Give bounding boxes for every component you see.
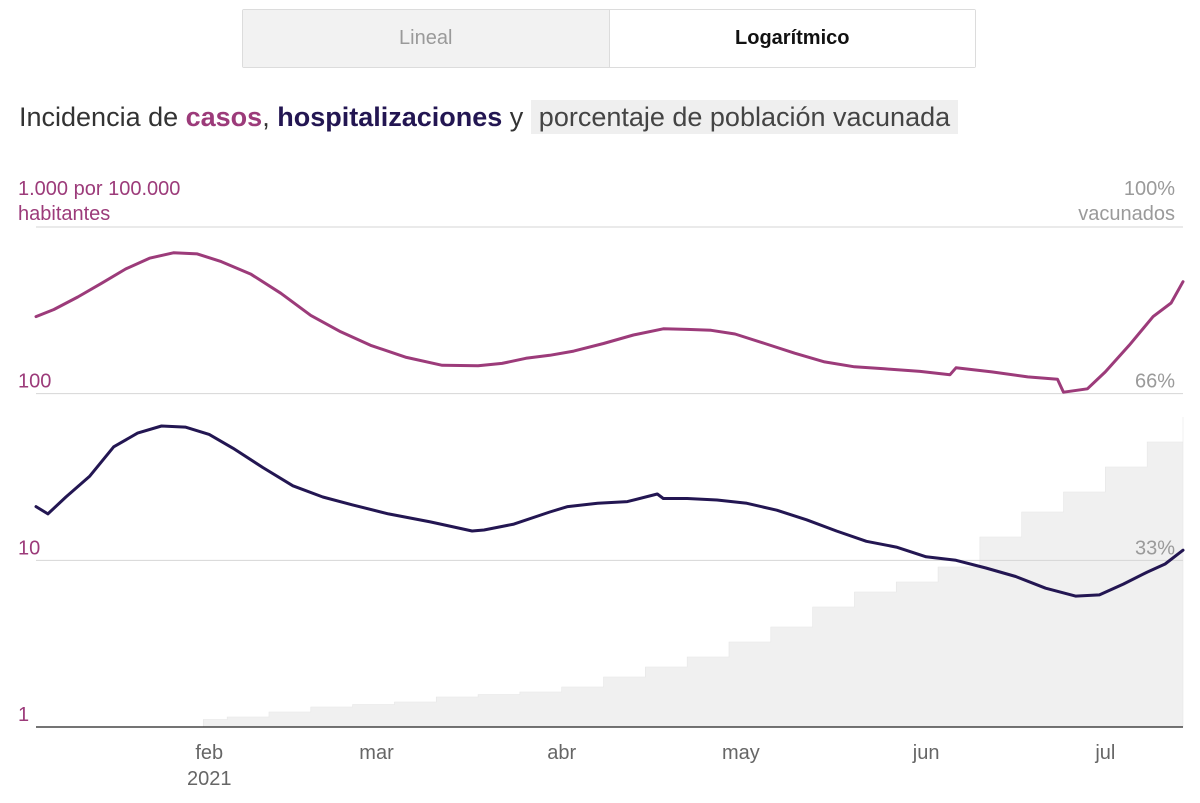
title-prefix: Incidencia de (19, 102, 186, 132)
grid-lines (36, 226, 1183, 728)
title-hospitalizaciones: hospitalizaciones (277, 102, 503, 132)
x-tick-label: mar (359, 742, 394, 764)
y-tick-label: 1 (18, 704, 29, 726)
y-tick-label-units: habitantes (18, 203, 110, 225)
x-tick-label: may (722, 742, 760, 764)
incidence-chart: 1.000 por 100.000 habitantes 100 10 1 100% vac… (18, 178, 1185, 790)
lineal-button[interactable]: Lineal (243, 10, 610, 67)
title-vacunada: porcentaje de población vacunada (530, 100, 959, 134)
series-line-hospitalizaciones (34, 424, 1185, 598)
y-tick-label: 10 (18, 537, 40, 559)
y2-tick-label: 33% (1135, 537, 1175, 559)
logarithmic-button[interactable]: Logarítmico (609, 10, 975, 67)
series-lines (34, 251, 1185, 598)
x-tick-label: feb (195, 742, 223, 764)
y2-tick-label-units: vacunados (1078, 203, 1175, 225)
y2-tick-label: 100% (1124, 178, 1175, 200)
x-tick-label: jul (1094, 742, 1115, 764)
axis-labels: 1.000 por 100.000 habitantes 100 10 1 100% vac… (18, 178, 1175, 790)
scale-toggle: Lineal Logarítmico (242, 9, 976, 68)
vaccination-area-path (36, 417, 1184, 728)
y-tick-label: 1.000 por 100.000 (18, 178, 180, 200)
vaccination-area (36, 417, 1184, 728)
title-casos: casos (185, 102, 263, 132)
x-tick-label: jun (912, 742, 940, 764)
x-tick-label-year: 2021 (187, 768, 232, 790)
y-tick-label: 100 (18, 371, 51, 393)
series-line-casos (34, 251, 1185, 394)
x-tick-label: abr (547, 742, 576, 764)
chart-title: Incidencia de casos, hospitalizaciones y… (19, 100, 959, 134)
title-comma: , (262, 102, 270, 132)
y2-tick-label: 66% (1135, 371, 1175, 393)
title-y: y (502, 102, 531, 132)
